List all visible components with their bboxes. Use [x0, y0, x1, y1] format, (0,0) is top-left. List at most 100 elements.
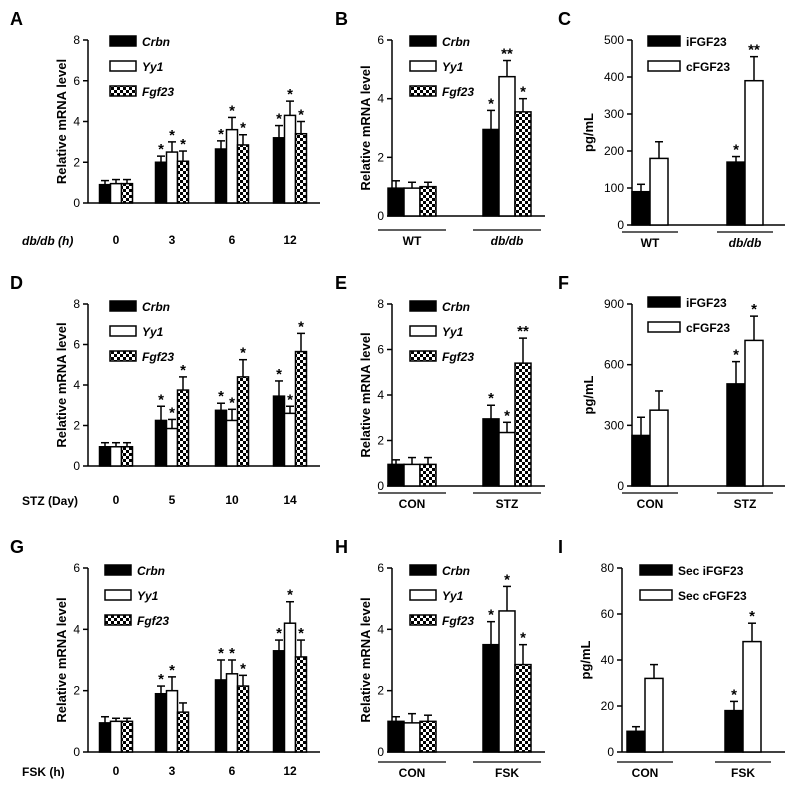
legend-swatch	[109, 325, 137, 337]
y-axis-label: pg/mL	[578, 640, 593, 679]
legend-swatch	[104, 564, 132, 576]
bar	[165, 427, 179, 467]
bar	[236, 376, 250, 467]
bar	[726, 383, 746, 487]
x-category-label: STZ	[496, 497, 519, 511]
significance-mark: *	[218, 126, 224, 143]
bar	[626, 730, 646, 753]
x-axis-label: FSK (h)	[22, 765, 65, 779]
significance-mark: *	[298, 107, 304, 124]
legend-swatch	[647, 60, 681, 72]
legend-label: Fgf23	[142, 350, 174, 364]
bar	[214, 679, 228, 753]
significance-mark: *	[169, 662, 175, 679]
y-axis-label: pg/mL	[581, 113, 596, 152]
y-tick-label: 6	[377, 561, 384, 575]
x-axis-label: STZ (Day)	[22, 494, 78, 508]
panel-letter: B	[335, 9, 348, 29]
bar	[98, 722, 112, 753]
significance-mark: *	[504, 571, 510, 588]
y-tick-label: 200	[604, 144, 624, 158]
bar	[498, 75, 516, 217]
y-tick-label: 20	[601, 699, 615, 713]
panel-letter: H	[335, 537, 348, 557]
y-tick-label: 4	[73, 622, 80, 636]
y-tick-label: 6	[73, 561, 80, 575]
y-tick-label: 8	[377, 297, 384, 311]
significance-mark: *	[276, 625, 282, 642]
panel-letter: D	[10, 273, 23, 293]
bar	[631, 434, 651, 487]
bar	[236, 144, 250, 204]
bar	[498, 431, 516, 487]
bar	[225, 128, 239, 204]
significance-mark: *	[298, 318, 304, 335]
bar	[176, 160, 190, 204]
bar	[294, 132, 308, 204]
y-tick-label: 400	[604, 70, 624, 84]
y-tick-label: 2	[377, 434, 384, 448]
x-category-label: CON	[637, 497, 664, 511]
panel-g: G 0 2 4 6 Relative mRNA level FSK (h) 0 * * 3 * * * 6 *…	[10, 537, 320, 779]
significance-mark: *	[287, 86, 293, 103]
legend-label: Crbn	[137, 564, 165, 578]
bar	[109, 182, 123, 204]
significance-mark: *	[169, 404, 175, 421]
bar	[514, 362, 532, 487]
legend-label: Sec iFGF23	[678, 564, 744, 578]
y-tick-label: 500	[604, 33, 624, 47]
panel-letter: G	[10, 537, 24, 557]
legend-swatch	[109, 60, 137, 72]
x-tick-label: 12	[283, 764, 297, 778]
bar	[403, 722, 421, 753]
y-tick-label: 60	[601, 607, 615, 621]
bar	[419, 720, 437, 753]
significance-mark: *	[180, 362, 186, 379]
legend-swatch	[409, 350, 437, 362]
legend-label: Fgf23	[137, 614, 169, 628]
bar	[403, 463, 421, 487]
x-tick-label: 0	[113, 493, 120, 507]
significance-mark: *	[180, 136, 186, 153]
significance-mark: **	[517, 323, 529, 340]
significance-mark: *	[504, 407, 510, 424]
significance-mark: *	[169, 127, 175, 144]
bar	[482, 128, 500, 217]
legend-label: cFGF23	[686, 60, 730, 74]
y-tick-label: 0	[607, 745, 614, 759]
bar	[214, 148, 228, 204]
legend-label: Crbn	[442, 300, 470, 314]
panel-h: H 0 2 4 6 Relative mRNA level CON * * * FSK Crbn Yy1…	[335, 537, 545, 780]
bar	[482, 643, 500, 753]
y-tick-label: 2	[377, 150, 384, 164]
y-tick-label: 0	[73, 459, 80, 473]
bar	[283, 114, 297, 204]
x-category-label: CON	[399, 497, 426, 511]
significance-mark: *	[287, 587, 293, 604]
significance-mark: *	[751, 301, 757, 318]
y-tick-label: 6	[73, 74, 80, 88]
significance-mark: *	[158, 671, 164, 688]
y-tick-label: 80	[601, 561, 615, 575]
y-tick-label: 2	[73, 684, 80, 698]
bar	[498, 610, 516, 753]
y-tick-label: 0	[73, 745, 80, 759]
bar	[644, 677, 664, 753]
bar	[225, 419, 239, 467]
x-category-label: CON	[632, 766, 659, 780]
significance-mark: *	[749, 608, 755, 625]
legend-swatch	[109, 35, 137, 47]
y-tick-label: 6	[377, 33, 384, 47]
y-tick-label: 300	[604, 107, 624, 121]
bar	[294, 656, 308, 753]
significance-mark: *	[520, 84, 526, 101]
bar	[154, 419, 168, 467]
legend-label: Yy1	[142, 60, 164, 74]
legend-label: Sec cFGF23	[678, 589, 747, 603]
bar	[419, 463, 437, 487]
bar	[744, 79, 764, 226]
legend-swatch	[109, 350, 137, 362]
y-tick-label: 900	[604, 297, 624, 311]
x-category-label: CON	[399, 766, 426, 780]
